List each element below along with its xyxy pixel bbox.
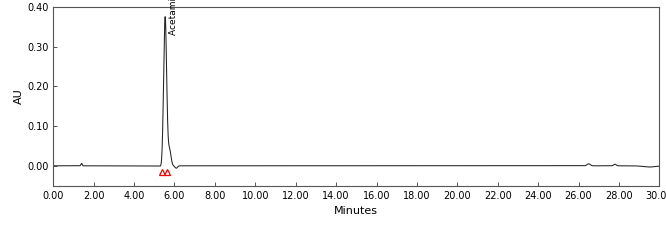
Y-axis label: AU: AU	[14, 89, 24, 104]
Text: Acetaminophen - 5.537: Acetaminophen - 5.537	[168, 0, 178, 35]
X-axis label: Minutes: Minutes	[334, 206, 378, 216]
